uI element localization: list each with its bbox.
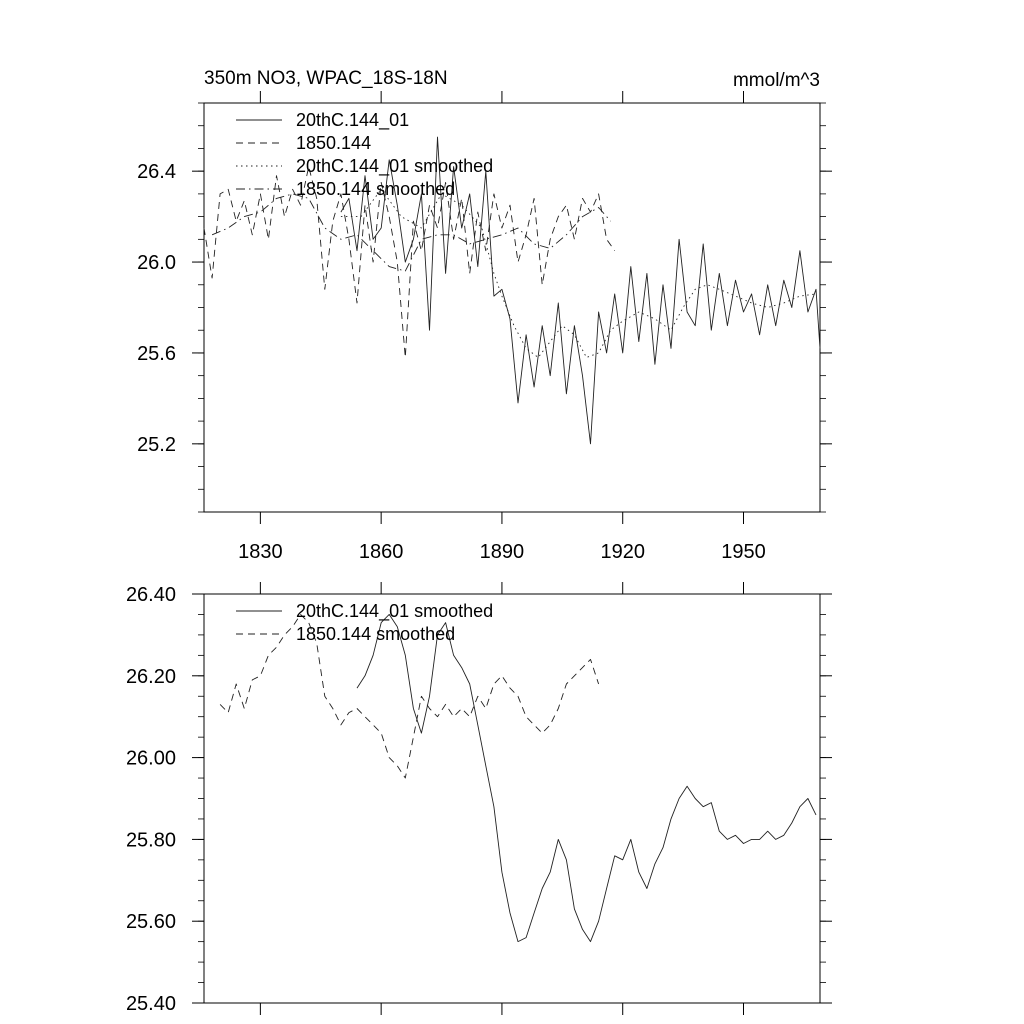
legend-entry-label: 1850.144 [296, 133, 371, 153]
x-tick-label: 1830 [238, 541, 283, 563]
x-tick-label: 1920 [600, 541, 645, 563]
chart-title: 350m NO3, WPAC_18S-18N [204, 68, 448, 89]
y-tick-label: 26.4 [137, 161, 176, 183]
y-tick-label: 26.40 [126, 584, 176, 606]
y-tick-label: 26.0 [137, 252, 176, 274]
bottom-series-group [219, 613, 817, 943]
y-tick-label: 25.6 [137, 343, 176, 365]
top-panel: 350m NO3, WPAC_18S-18N mmol/m^3 1830 1860… [137, 68, 832, 563]
units-label: mmol/m^3 [733, 70, 820, 91]
y-tick-label: 25.60 [126, 911, 176, 933]
y-tick-label: 25.80 [126, 829, 176, 851]
legend-entry-label: 1850.144 smoothed [296, 624, 455, 644]
top-series-group [203, 136, 821, 445]
bottom-axis-ticks: 25.40 25.60 25.80 26.00 26.20 26.40 [126, 582, 832, 1015]
x-tick-label: 1950 [721, 541, 766, 563]
legend-entry-label: 20thC.144_01 smoothed [296, 601, 493, 622]
y-tick-label: 25.2 [137, 434, 176, 456]
y-tick-label: 26.00 [126, 748, 176, 770]
legend-entry-label: 20thC.144_01 smoothed [296, 156, 493, 177]
series-line-2 [203, 166, 616, 358]
legend-entry-label: 20thC.144_01 [296, 110, 409, 131]
series-line-1 [356, 613, 817, 943]
series-line-1 [340, 136, 821, 445]
legend-entry-label: 1850.144 smoothed [296, 179, 455, 199]
y-tick-label: 25.40 [126, 993, 176, 1015]
x-tick-label: 1860 [359, 541, 404, 563]
top-axis-ticks: 1830 1860 1890 1920 1950 25.2 25.6 26.0 26.4 [137, 91, 832, 563]
series-line-4 [211, 193, 611, 272]
bottom-panel: 25.40 25.60 25.80 26.00 26.20 26.40 20thC.144… [126, 582, 832, 1015]
y-tick-label: 26.20 [126, 666, 176, 688]
x-tick-label: 1890 [480, 541, 525, 563]
